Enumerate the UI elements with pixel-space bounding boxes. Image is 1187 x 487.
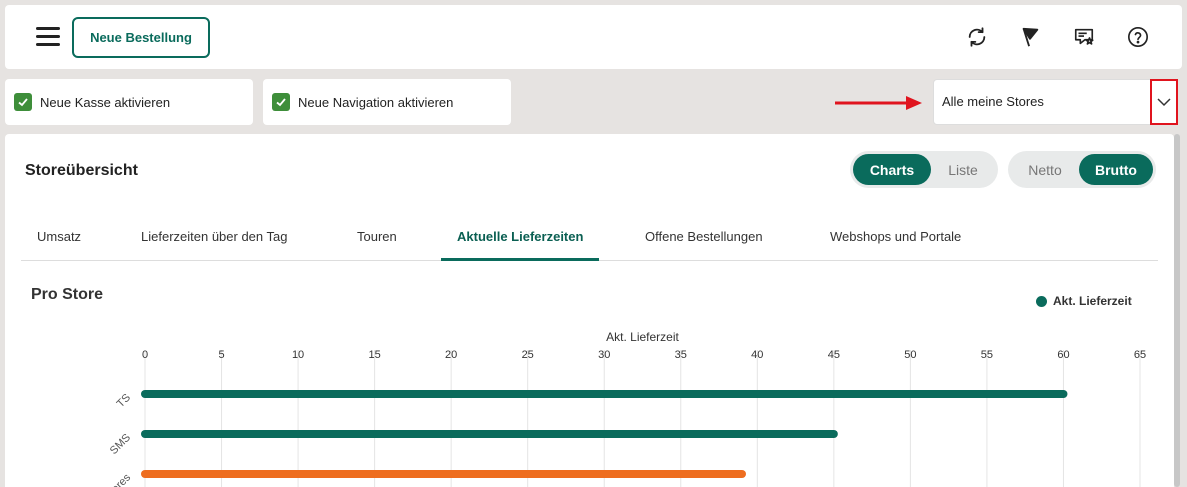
x-tick-label: 20 <box>445 349 457 361</box>
tab-delivery-times-day[interactable]: Lieferzeiten über den Tag <box>141 229 288 244</box>
x-axis-title: Akt. Lieferzeit <box>606 330 679 344</box>
store-select[interactable]: Alle meine Stores <box>933 79 1178 125</box>
x-tick-label: 60 <box>1057 349 1069 361</box>
checkbox-checked-icon[interactable] <box>14 93 32 111</box>
tab-current-delivery-times[interactable]: Aktuelle Lieferzeiten <box>441 216 600 261</box>
new-navigation-toggle[interactable]: Neue Navigation aktivieren <box>263 79 511 125</box>
tab-webshops-portals[interactable]: Webshops und Portale <box>830 229 962 244</box>
store-overview-panel: Storeübersicht Charts Liste Netto Brutto… <box>5 134 1174 487</box>
x-tick-label: 40 <box>751 349 763 361</box>
new-navigation-label: Neue Navigation aktivieren <box>298 94 454 110</box>
store-select-value: Alle meine Stores <box>942 94 1044 109</box>
legend-swatch <box>1036 295 1047 307</box>
legend-label: Akt. Lieferzeit <box>1053 294 1132 308</box>
new-checkout-label: Neue Kasse aktivieren <box>40 94 171 110</box>
x-tick-label: 0 <box>142 349 148 361</box>
x-tick-label: 15 <box>368 349 380 361</box>
tab-bar: Umsatz Lieferzeiten über den Tag Touren … <box>21 216 1158 261</box>
chevron-down-icon[interactable] <box>1150 79 1178 125</box>
checkbox-checked-icon[interactable] <box>272 93 290 111</box>
view-toggle-list[interactable]: Liste <box>948 161 978 178</box>
flag-icon[interactable] <box>1018 25 1042 49</box>
tab-revenue[interactable]: Umsatz <box>37 229 82 244</box>
tab-open-orders[interactable]: Offene Bestellungen <box>645 229 763 244</box>
help-icon[interactable] <box>1126 25 1150 49</box>
x-tick-label: 30 <box>598 349 610 361</box>
hamburger-menu-icon[interactable] <box>36 27 60 47</box>
y-category-label: SMS <box>108 432 133 457</box>
new-checkout-toggle[interactable]: Neue Kasse aktivieren <box>5 79 253 125</box>
x-tick-label: 55 <box>981 349 993 361</box>
view-toggle-charts[interactable]: Charts <box>853 154 931 185</box>
chat-star-icon[interactable] <box>1072 25 1096 49</box>
delivery-time-bar-chart: Akt. Lieferzeit 0 5 10 15 20 25 30 35 40 45 50 55 60 6… <box>108 330 1146 487</box>
y-category-label: ores <box>109 471 133 487</box>
scrollbar[interactable] <box>1174 134 1180 487</box>
new-order-button[interactable]: Neue Bestellung <box>72 17 210 58</box>
tax-toggle-net[interactable]: Netto <box>1028 161 1062 178</box>
tax-toggle-gross[interactable]: Brutto <box>1079 154 1153 185</box>
x-tick-label: 45 <box>828 349 840 361</box>
y-category-label: TS <box>115 392 133 410</box>
tax-toggle: Netto Brutto <box>1008 151 1156 188</box>
chart-title: Pro Store <box>31 286 104 303</box>
red-arrow-annotation-icon <box>835 96 922 110</box>
chart-legend[interactable]: Akt. Lieferzeit <box>1036 294 1132 308</box>
top-bar: Neue Bestellung <box>5 5 1182 69</box>
x-tick-label: 35 <box>675 349 687 361</box>
x-tick-label: 25 <box>522 349 534 361</box>
x-tick-label: 50 <box>904 349 916 361</box>
x-tick-label: 5 <box>218 349 224 361</box>
x-tick-label: 65 <box>1134 349 1146 361</box>
page-title: Storeübersicht <box>25 162 138 179</box>
view-toggle: Charts Liste <box>850 151 998 188</box>
refresh-icon[interactable] <box>965 25 989 49</box>
x-tick-label: 10 <box>292 349 304 361</box>
tab-tours[interactable]: Touren <box>357 229 397 244</box>
